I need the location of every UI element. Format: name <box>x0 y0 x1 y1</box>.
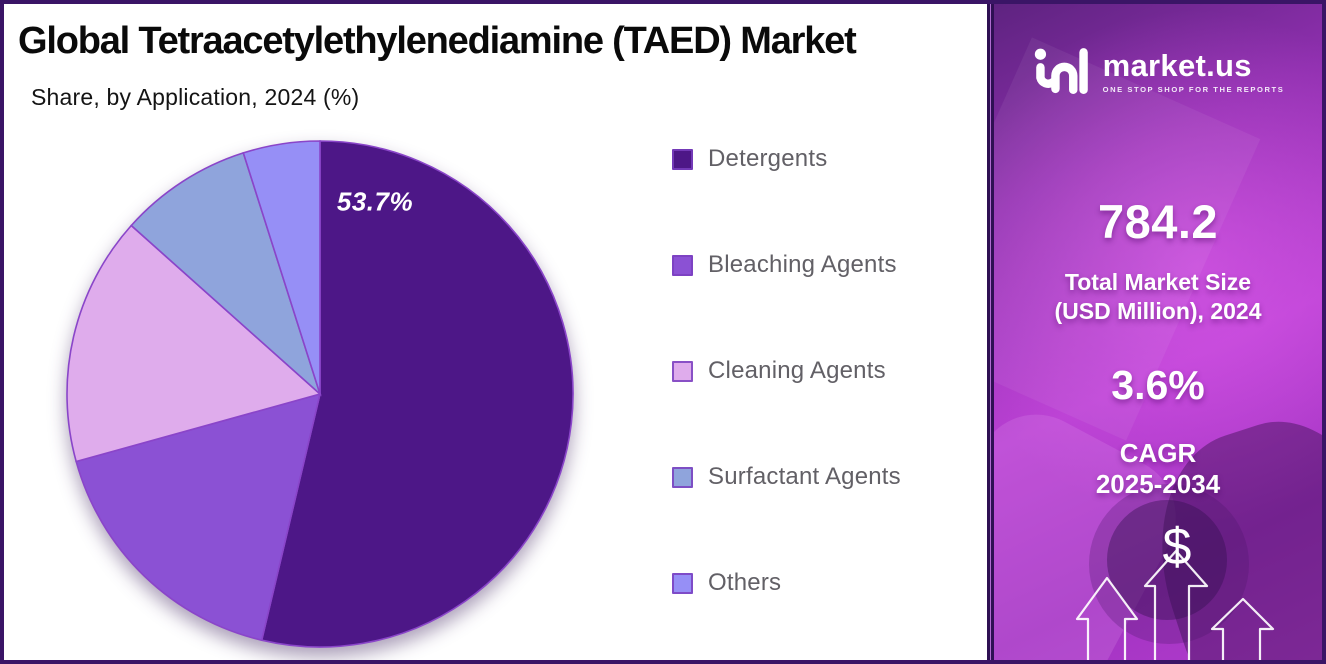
brand-name: market.us <box>1102 48 1252 83</box>
legend-swatch-bleaching-agents <box>672 254 693 276</box>
page-subtitle: Share, by Application, 2024 (%) <box>31 84 360 110</box>
pie-slice-bleaching-agents <box>75 392 322 642</box>
pie-slice-detergents <box>260 140 574 648</box>
brand-text: market.us ONE STOP SHOP FOR THE REPORTS <box>1103 50 1285 94</box>
legend-item-cleaning-agents: Cleaning Agents <box>672 357 901 384</box>
cagr-label-line2: 2025-2034 <box>1095 468 1221 499</box>
market-size-value: 784.2 <box>1097 195 1219 248</box>
legend-swatch-cleaning-agents <box>672 360 693 382</box>
brand-logo: market.us ONE STOP SHOP FOR THE REPORTS <box>994 42 1322 102</box>
pie-slice-others <box>242 140 321 395</box>
market-size-label: Total Market Size (USD Million), 2024 <box>994 268 1322 326</box>
cagr-label-line1: CAGR <box>1119 438 1197 468</box>
legend-label: Others <box>708 569 782 596</box>
chart-section: Global Tetraacetylethylenediamine (TAED)… <box>4 4 987 660</box>
legend-item-others: Others <box>672 569 901 596</box>
dollar-icon: $ <box>1163 518 1192 576</box>
arrow-up-left-icon <box>1075 576 1139 660</box>
growth-arrows-graphic: $ <box>1075 518 1275 660</box>
cagr-value: 3.6% <box>1111 362 1205 408</box>
legend-item-bleaching-agents: Bleaching Agents <box>672 251 901 278</box>
pie-slice-surfactant-agents <box>130 151 322 397</box>
market-size-label-line2: (USD Million), 2024 <box>1054 297 1262 324</box>
legend-label: Bleaching Agents <box>708 251 897 278</box>
market-size-label-line1: Total Market Size <box>1064 269 1252 295</box>
slice-value-label: 53.7% <box>336 186 414 217</box>
pie-slice-cleaning-agents <box>66 224 322 463</box>
pie-chart <box>63 137 577 651</box>
market-us-logo-icon <box>1034 48 1088 95</box>
arrow-up-center-icon <box>1143 549 1209 660</box>
section-divider <box>987 4 994 660</box>
legend-item-surfactant-agents: Surfactant Agents <box>672 463 901 490</box>
arrow-up-right-icon <box>1210 597 1275 660</box>
legend-item-detergents: Detergents <box>672 145 901 172</box>
legend-label: Cleaning Agents <box>708 357 886 384</box>
pie-chart-svg <box>66 140 574 648</box>
legend-swatch-others <box>672 572 693 594</box>
brand-tagline: ONE STOP SHOP FOR THE REPORTS <box>1102 85 1285 94</box>
promo-panel: market.us ONE STOP SHOP FOR THE REPORTS … <box>994 4 1322 660</box>
legend-swatch-surfactant-agents <box>672 466 693 488</box>
legend-label: Detergents <box>708 145 828 172</box>
legend-swatch-detergents <box>672 148 693 170</box>
page-title: Global Tetraacetylethylenediamine (TAED)… <box>18 20 857 62</box>
legend-label: Surfactant Agents <box>708 463 901 490</box>
cagr-label: CAGR 2025-2034 <box>994 438 1322 499</box>
legend: Detergents Bleaching Agents Cleaning Age… <box>672 145 901 596</box>
